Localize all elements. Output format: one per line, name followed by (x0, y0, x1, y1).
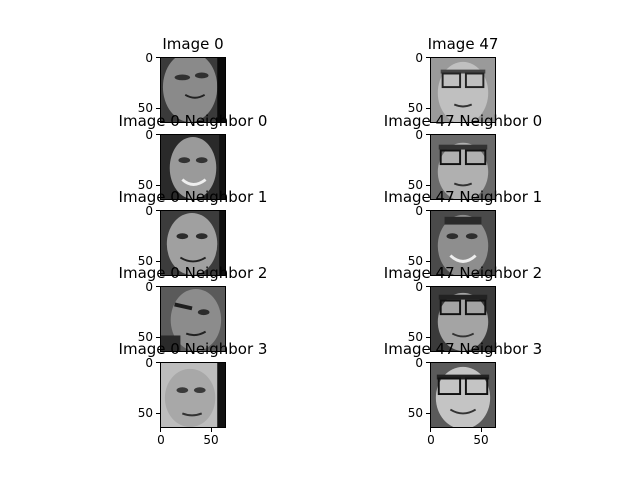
panel-title: Image 47 Neighbor 2 (383, 264, 543, 282)
face-image (160, 134, 226, 200)
face-image (160, 210, 226, 276)
panel-title: Image 0 Neighbor 2 (118, 264, 268, 282)
panel-title: Image 0 Neighbor 1 (118, 188, 268, 206)
ytick-label: 0 (145, 356, 153, 370)
ytick-label: 50 (137, 330, 153, 344)
ytick-label: 50 (137, 406, 153, 420)
ytick-mark (426, 261, 430, 262)
ytick-mark (156, 362, 160, 363)
panel-title: Image 0 (162, 35, 224, 53)
face-image-graphic (431, 363, 495, 427)
face-image (430, 286, 496, 352)
xtick-label: 0 (427, 433, 435, 447)
ytick-label: 50 (137, 254, 153, 268)
face-image (430, 362, 496, 428)
face-image-graphic (161, 135, 225, 199)
ytick-label: 0 (145, 128, 153, 142)
ytick-mark (156, 413, 160, 414)
ytick-mark (156, 286, 160, 287)
panel-title: Image 47 Neighbor 1 (383, 188, 543, 206)
ytick-mark (156, 57, 160, 58)
face-image (160, 286, 226, 352)
xtick-label: 50 (473, 433, 489, 447)
panel-title: Image 47 Neighbor 3 (383, 340, 543, 358)
ytick-label: 0 (145, 51, 153, 65)
face-image-graphic (161, 363, 225, 427)
ytick-label: 0 (415, 51, 423, 65)
ytick-mark (156, 261, 160, 262)
ytick-label: 0 (415, 204, 423, 218)
ytick-label: 0 (145, 280, 153, 294)
face-image (160, 362, 226, 428)
xtick-mark (481, 428, 482, 432)
ytick-label: 50 (137, 101, 153, 115)
ytick-label: 50 (407, 101, 423, 115)
ytick-mark (156, 134, 160, 135)
ytick-label: 50 (137, 178, 153, 192)
face-image-graphic (161, 211, 225, 275)
ytick-mark (426, 210, 430, 211)
face-image-graphic (431, 287, 495, 351)
xtick-label: 50 (203, 433, 219, 447)
ytick-mark (156, 337, 160, 338)
xtick-mark (211, 428, 212, 432)
panel-title: Image 47 (427, 35, 499, 53)
face-image (430, 210, 496, 276)
ytick-mark (426, 286, 430, 287)
ytick-label: 0 (145, 204, 153, 218)
face-image (160, 57, 226, 123)
ytick-mark (426, 337, 430, 338)
ytick-label: 50 (407, 330, 423, 344)
xtick-label: 0 (157, 433, 165, 447)
face-image-graphic (161, 58, 225, 122)
face-image-graphic (431, 211, 495, 275)
face-image-graphic (161, 287, 225, 351)
ytick-mark (426, 413, 430, 414)
ytick-label: 0 (415, 128, 423, 142)
face-image (430, 134, 496, 200)
ytick-label: 50 (407, 406, 423, 420)
face-image-graphic (431, 58, 495, 122)
ytick-mark (156, 210, 160, 211)
ytick-mark (426, 362, 430, 363)
ytick-mark (426, 108, 430, 109)
ytick-mark (426, 185, 430, 186)
ytick-label: 50 (407, 178, 423, 192)
ytick-mark (426, 134, 430, 135)
xtick-mark (430, 428, 431, 432)
ytick-mark (426, 57, 430, 58)
xtick-mark (160, 428, 161, 432)
ytick-label: 50 (407, 254, 423, 268)
panel-title: Image 47 Neighbor 0 (383, 112, 543, 130)
ytick-mark (156, 108, 160, 109)
panel-title: Image 0 Neighbor 3 (118, 340, 268, 358)
ytick-label: 0 (415, 280, 423, 294)
face-image-graphic (431, 135, 495, 199)
ytick-mark (156, 185, 160, 186)
face-image (430, 57, 496, 123)
panel-title: Image 0 Neighbor 0 (118, 112, 268, 130)
ytick-label: 0 (415, 356, 423, 370)
